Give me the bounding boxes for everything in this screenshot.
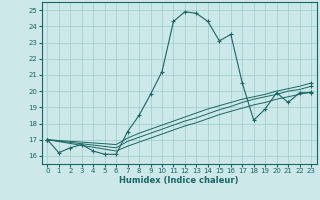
X-axis label: Humidex (Indice chaleur): Humidex (Indice chaleur) xyxy=(119,176,239,185)
